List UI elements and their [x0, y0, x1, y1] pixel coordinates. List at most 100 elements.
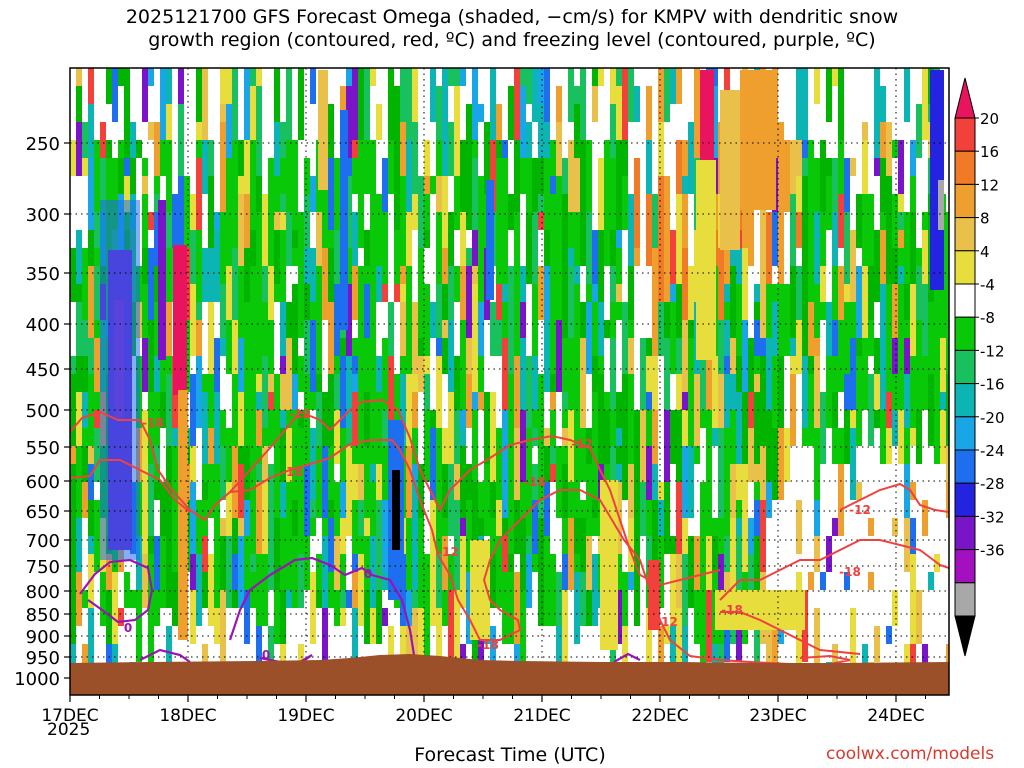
omega-cell [478, 284, 485, 303]
omega-cell [946, 230, 949, 267]
omega-cell [898, 284, 905, 303]
omega-cell [346, 446, 353, 519]
omega-cell [130, 572, 137, 591]
omega-cell [382, 302, 389, 339]
omega-cell [316, 212, 323, 267]
omega-cell [634, 338, 641, 411]
omega-cell [802, 446, 809, 519]
omega-cell [250, 392, 257, 465]
omega-cell [862, 140, 869, 195]
omega-cell [430, 302, 437, 339]
colorbar-label: -28 [980, 475, 1005, 493]
omega-cell [502, 230, 509, 249]
omega-cell [340, 626, 347, 681]
omega-cell [442, 338, 449, 375]
omega-cell [364, 536, 371, 591]
omega-cell [454, 500, 461, 537]
omega-cell [664, 356, 671, 411]
omega-cell [364, 392, 371, 447]
omega-cell [922, 536, 929, 591]
omega-cell [358, 554, 365, 627]
omega-cell [790, 338, 797, 357]
omega-cell [76, 626, 83, 663]
omega-cell [628, 518, 635, 573]
omega-cell [586, 140, 593, 213]
omega-cell [598, 302, 605, 357]
omega-cell [868, 140, 875, 195]
omega-cell [736, 356, 743, 393]
omega-cell [562, 338, 569, 393]
omega-cell [898, 266, 905, 285]
omega-cell [658, 410, 665, 483]
omega-cell [304, 320, 311, 375]
colorbar-segment [954, 515, 976, 551]
omega-cell [268, 158, 275, 231]
omega-cell [196, 320, 203, 357]
omega-cell [634, 248, 641, 267]
omega-cell [502, 410, 509, 447]
omega-cell [748, 518, 755, 555]
omega-cell [190, 194, 197, 231]
omega-cell [310, 392, 317, 411]
omega-cell [280, 158, 287, 195]
omega-cell [904, 230, 911, 249]
omega-cell [226, 608, 233, 645]
omega-cell [220, 104, 227, 123]
omega-cell [820, 608, 827, 663]
omega-cell [778, 68, 785, 123]
omega-cell [388, 302, 395, 357]
omega-cell [142, 482, 149, 555]
y-tick-label: 650 [26, 502, 60, 523]
omega-cell [142, 158, 149, 177]
omega-cell [880, 248, 887, 285]
omega-cell [892, 392, 899, 411]
omega-cell [448, 176, 455, 213]
omega-cell [340, 572, 347, 591]
omega-cell [670, 536, 677, 555]
omega-cell [280, 518, 287, 591]
omega-cell [160, 428, 167, 483]
omega-cell [526, 212, 533, 285]
omega-cell [142, 554, 149, 609]
omega-cell [910, 500, 917, 519]
omega-cell [898, 230, 905, 249]
omega-cell [94, 68, 101, 141]
omega-cell [280, 122, 287, 159]
omega-cell [304, 104, 311, 159]
omega-cell [550, 230, 557, 303]
omega-cell [286, 554, 293, 591]
omega-cell [352, 392, 359, 447]
omega-cell [298, 482, 305, 555]
omega-cell [670, 158, 677, 231]
omega-cell [412, 392, 419, 429]
omega-cell [118, 626, 125, 681]
dendritic-contour-label: -18 [524, 475, 546, 489]
omega-cell [382, 158, 389, 213]
omega-cell [352, 500, 359, 555]
omega-cell [592, 536, 599, 555]
omega-cell [322, 392, 329, 411]
omega-cell [442, 518, 449, 537]
omega-cell [850, 230, 857, 303]
omega-cell [358, 194, 365, 249]
omega-cell [550, 626, 557, 681]
omega-cell [856, 428, 863, 447]
omega-cell [868, 374, 875, 447]
omega-cell [820, 572, 827, 591]
omega-cell [628, 464, 635, 519]
omega-cell [676, 284, 683, 339]
omega-cell [916, 266, 923, 321]
omega-cell [400, 68, 407, 123]
omega-cell [616, 194, 623, 231]
omega-cell [562, 464, 569, 519]
omega-cell [436, 122, 443, 141]
omega-cell [226, 374, 233, 429]
omega-cell [274, 284, 281, 303]
omega-cell [406, 140, 413, 213]
omega-cell [436, 284, 443, 339]
omega-cell [904, 68, 911, 123]
omega-cell [466, 68, 473, 105]
omega-cell [274, 68, 281, 123]
omega-cell [670, 68, 677, 105]
